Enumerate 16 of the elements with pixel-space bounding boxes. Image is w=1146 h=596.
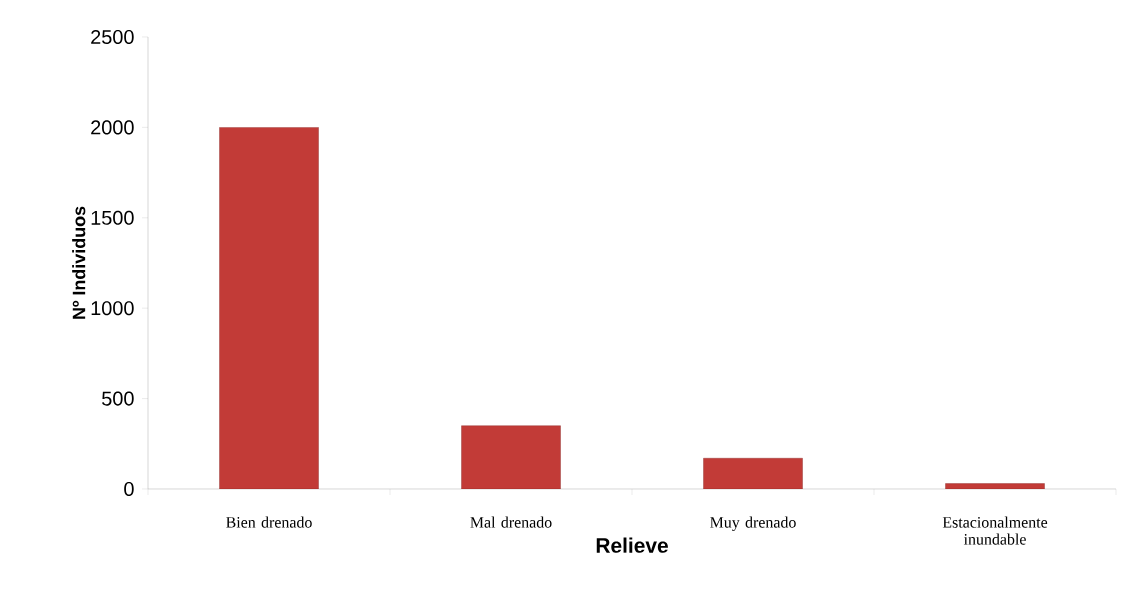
y-tick-label: 1500 [91,210,134,225]
y-tick-label: 2000 [91,120,134,135]
y-tick-label: 1000 [91,301,134,316]
y-tick-label: 500 [102,391,134,406]
y-tick-label: 2500 [91,29,134,45]
x-tick-label: Mal drenado [470,516,552,528]
bar [703,458,803,489]
y-tick-label: 0 [124,481,134,497]
y-axis-title: Nº Individuos [72,206,86,319]
x-tick-label: Estacionalmente inundable [942,516,1048,545]
bar [945,483,1045,489]
x-tick-label: Muy drenado [710,516,796,531]
bar [219,127,319,489]
x-axis-title: Relieve [596,537,668,553]
bar [461,425,561,489]
x-tick-label: Bien drenado [226,516,312,528]
